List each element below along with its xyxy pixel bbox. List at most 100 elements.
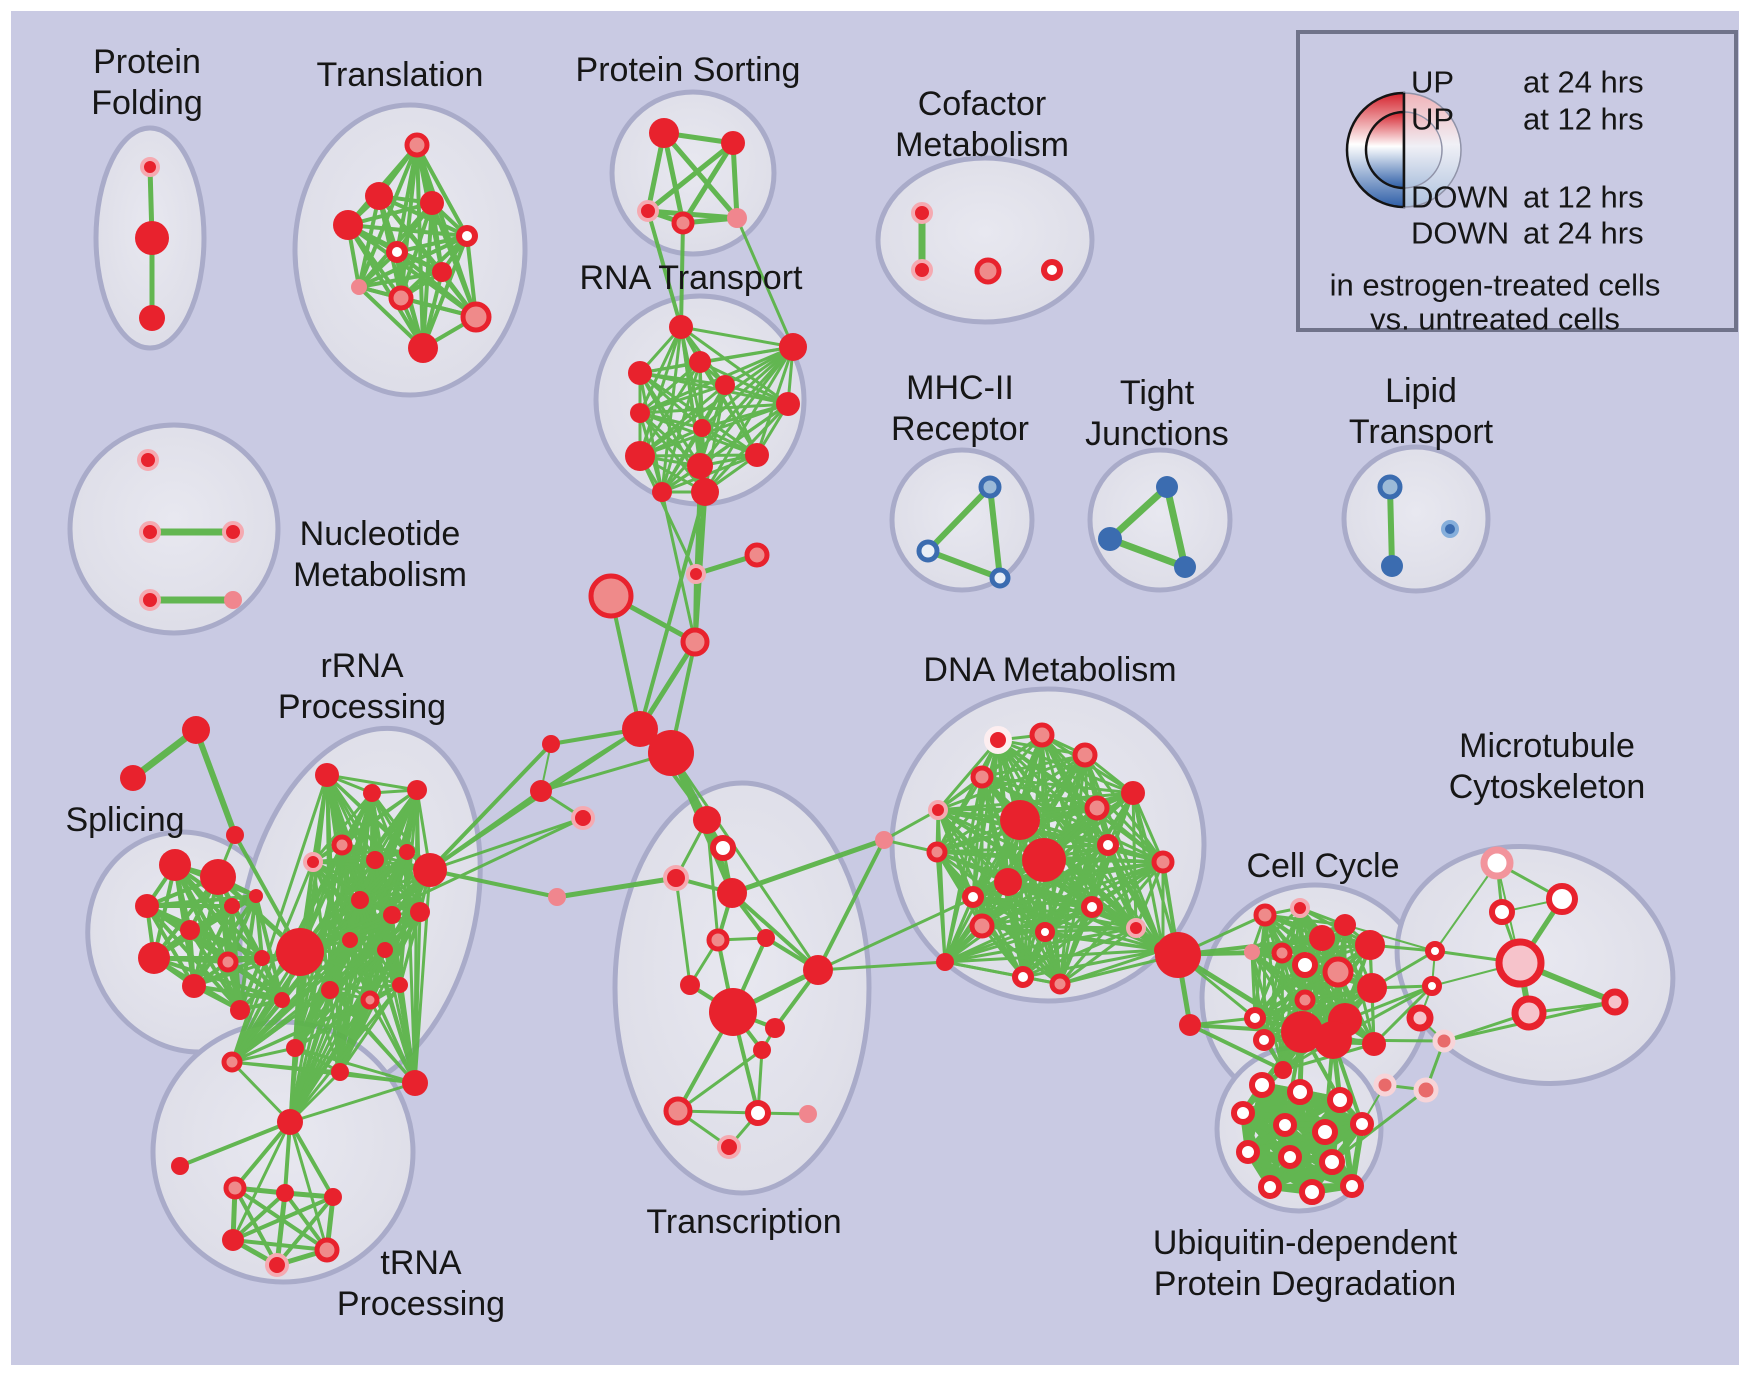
cluster-label-nm: Nucleotide [300,515,461,553]
gene-node [1126,918,1146,938]
gene-node [331,1063,349,1081]
gene-node [388,285,414,311]
gene-node [230,1000,250,1020]
edge [288,1081,417,1124]
edge [415,143,469,238]
gene-node [727,208,747,228]
gene-node [1362,1032,1386,1056]
gene-node [1480,846,1514,880]
edge [1163,483,1189,571]
edge [358,898,422,914]
edge [1434,862,1498,952]
edge [1106,843,1165,952]
edge [645,208,740,221]
gene-node [1012,966,1034,988]
edge [1262,951,1284,1042]
gene-node [1377,474,1403,500]
legend-row-label: DOWN [1411,216,1509,251]
edge [428,742,553,872]
edge [338,998,372,1074]
edge [729,837,887,896]
edge [325,773,419,792]
gene-node [276,928,324,976]
edge [231,1238,329,1252]
edge [679,325,795,349]
gene-node [1084,795,1110,821]
gene-node [1278,1145,1302,1169]
gene-node [1299,1179,1325,1205]
edge [882,808,940,842]
gene-node [630,403,650,423]
cluster-label-rt: RNA Transport [580,259,804,297]
gene-node [1179,1014,1201,1036]
gene-node [333,210,363,240]
edge [1344,924,1436,952]
edge [288,1120,329,1252]
edge [703,402,790,494]
gene-node [342,932,358,948]
cluster-label-pf: Protein [93,43,201,81]
gene-node [717,1135,741,1159]
edge [395,250,478,319]
gene-node [680,975,700,995]
gene-node [276,1184,294,1202]
gene-node [757,929,775,947]
cluster-ellipse-cf [875,155,1095,325]
gene-node [1327,1087,1353,1113]
gene-node [331,834,353,856]
cluster-label-tl: Translation [317,56,484,94]
edge [698,345,795,364]
edge [1240,1097,1343,1116]
edge [275,1195,335,1267]
edge [1372,984,1434,1046]
gene-node [1312,1119,1338,1145]
edge [288,983,402,1124]
edge [816,838,886,972]
edge [980,905,1094,928]
gene-node [1292,952,1318,978]
gene-node [1373,1073,1397,1097]
edge [357,270,444,289]
gene-node [1098,527,1122,551]
edge [980,775,1099,810]
gene-node [715,375,735,395]
gene-node [139,305,165,331]
gene-node [1422,976,1442,996]
gene-node [978,475,1002,499]
edge [1095,806,1165,864]
edge [730,140,740,221]
gene-node [1253,903,1277,927]
gene-node [140,157,160,177]
edge [925,548,1003,581]
gene-node [351,891,369,909]
gene-node [542,735,560,753]
gene-node [652,482,672,502]
gene-node [1155,932,1201,978]
edge [698,360,790,406]
gene-node [224,591,242,609]
legend-row-time: at 12 hrs [1523,180,1644,215]
edge [293,988,332,1050]
gene-node [663,1096,693,1126]
gene-node [1029,722,1055,748]
gene-node [221,1051,243,1073]
gene-node [1413,1077,1439,1103]
edge [669,751,820,972]
gene-node [1151,850,1175,874]
gene-node [717,878,747,908]
gene-node [994,868,1022,896]
gene-node [744,542,770,568]
cluster-label-rr: rRNA [320,647,403,685]
legend-ring-12h-left [1364,110,1406,190]
gene-node [1314,1021,1352,1059]
gene-node [1357,973,1387,1003]
gene-node [1425,941,1445,961]
gene-node [1287,1079,1313,1105]
gene-node [989,567,1011,589]
gene-node [274,992,290,1008]
gene-node [399,844,415,860]
cluster-ellipse-tj [1087,447,1233,593]
gene-node [936,953,954,971]
edge [971,895,1165,952]
edge [328,988,417,1085]
